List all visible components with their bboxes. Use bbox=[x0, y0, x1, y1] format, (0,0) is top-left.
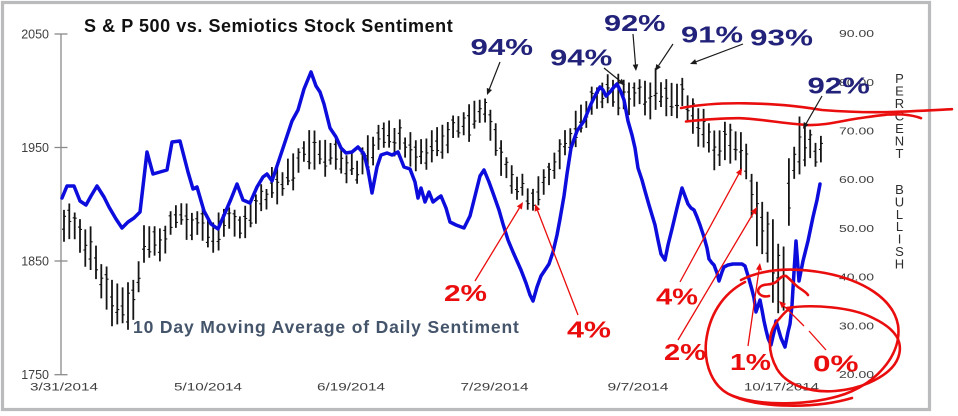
svg-text:30.00: 30.00 bbox=[839, 321, 875, 332]
svg-text:50.00: 50.00 bbox=[839, 224, 875, 235]
svg-text:91%: 91% bbox=[681, 22, 743, 48]
svg-text:1%: 1% bbox=[730, 349, 771, 375]
svg-text:2%: 2% bbox=[444, 280, 487, 306]
svg-text:92%: 92% bbox=[808, 73, 870, 99]
svg-text:P: P bbox=[895, 71, 904, 86]
svg-text:70.00: 70.00 bbox=[839, 127, 875, 138]
svg-text:L: L bbox=[896, 219, 903, 234]
svg-text:N: N bbox=[895, 134, 904, 149]
svg-text:1850: 1850 bbox=[21, 254, 49, 268]
svg-text:I: I bbox=[898, 232, 902, 247]
svg-text:20.00: 20.00 bbox=[839, 370, 875, 381]
svg-text:T: T bbox=[896, 146, 904, 161]
svg-text:94%: 94% bbox=[550, 45, 612, 71]
svg-text:93%: 93% bbox=[750, 25, 813, 51]
svg-text:94%: 94% bbox=[471, 34, 534, 60]
svg-text:E: E bbox=[895, 121, 904, 136]
svg-text:2050: 2050 bbox=[21, 27, 49, 41]
svg-text:4%: 4% bbox=[567, 317, 611, 343]
svg-text:9/7/2014: 9/7/2014 bbox=[608, 382, 669, 394]
svg-text:10 Day Moving Average of Daily: 10 Day Moving Average of Daily Sentiment bbox=[133, 317, 520, 337]
svg-text:1950: 1950 bbox=[21, 141, 49, 155]
svg-text:C: C bbox=[895, 109, 904, 124]
svg-text:4%: 4% bbox=[656, 284, 698, 310]
svg-text:90.00: 90.00 bbox=[839, 29, 875, 40]
svg-text:S & P 500 vs. Semiotics Stock: S & P 500 vs. Semiotics Stock Sentiment bbox=[84, 16, 453, 36]
svg-text:S: S bbox=[895, 244, 904, 259]
svg-text:0%: 0% bbox=[813, 351, 859, 377]
svg-text:3/31/2014: 3/31/2014 bbox=[30, 382, 98, 394]
svg-text:7/29/2014: 7/29/2014 bbox=[461, 382, 529, 394]
svg-text:U: U bbox=[895, 194, 904, 209]
svg-text:1750: 1750 bbox=[21, 368, 49, 382]
svg-text:L: L bbox=[896, 207, 903, 222]
svg-text:6/19/2014: 6/19/2014 bbox=[317, 382, 385, 394]
svg-text:40.00: 40.00 bbox=[839, 273, 875, 284]
svg-text:E: E bbox=[895, 83, 904, 98]
svg-text:10/17/2014: 10/17/2014 bbox=[744, 382, 819, 394]
svg-text:80.00: 80.00 bbox=[839, 78, 875, 89]
svg-text:R: R bbox=[895, 96, 904, 111]
svg-text:60.00: 60.00 bbox=[839, 175, 875, 186]
svg-text:H: H bbox=[895, 256, 904, 271]
svg-text:92%: 92% bbox=[604, 10, 666, 36]
svg-text:2%: 2% bbox=[664, 339, 706, 365]
svg-text:B: B bbox=[895, 182, 904, 197]
svg-text:5/10/2014: 5/10/2014 bbox=[174, 382, 242, 394]
